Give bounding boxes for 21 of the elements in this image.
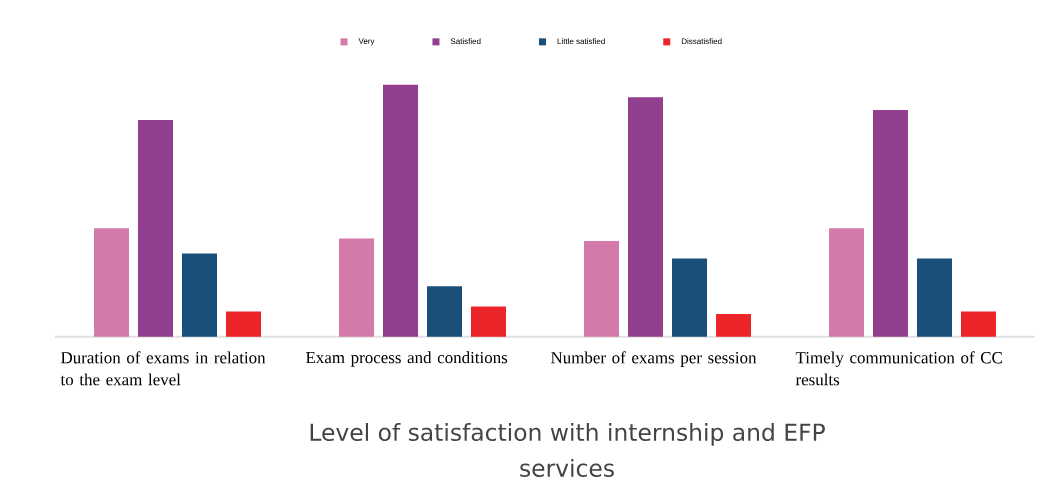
bar bbox=[339, 238, 374, 337]
x-tick-label: Timely communication of CC results bbox=[795, 351, 1002, 386]
bar bbox=[94, 228, 129, 337]
bar bbox=[917, 258, 953, 337]
bar bbox=[471, 306, 507, 337]
bar bbox=[716, 314, 752, 337]
bar bbox=[383, 84, 418, 337]
text: Level of satisfaction with internship and EFP services bbox=[310, 423, 825, 477]
bar bbox=[961, 311, 997, 337]
bar bbox=[672, 258, 708, 337]
bar bbox=[628, 97, 664, 337]
bar bbox=[829, 228, 865, 337]
bar bbox=[584, 240, 620, 337]
bar bbox=[427, 286, 462, 337]
x-tick-label: Exam process and conditions bbox=[305, 351, 508, 367]
bar bbox=[226, 311, 261, 337]
bar bbox=[182, 253, 217, 337]
bar bbox=[873, 109, 909, 337]
x-tick-label: Duration of exams in relation to the exam level bbox=[60, 351, 266, 386]
bar bbox=[138, 119, 173, 337]
x-tick-label: Number of exams per session bbox=[550, 351, 757, 367]
